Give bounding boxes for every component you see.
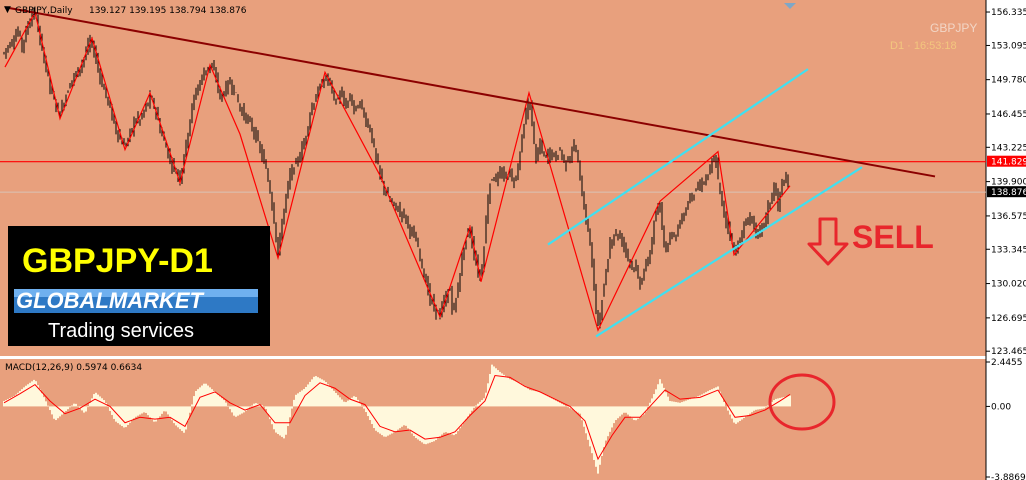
macd-chart-layer [3,364,791,474]
price-tick-label: 139.900 [991,178,1026,188]
logo-title: GBPJPY-D1 [22,242,213,280]
price-tick-label: 153.095 [991,41,1026,51]
price-tick-label: 143.225 [991,143,1026,153]
descending-trendline[interactable] [4,6,936,178]
separator [0,356,986,359]
macd-tick-label: 2.4455 [991,358,1023,368]
logo-brand: GLOBALMARKET [16,288,205,313]
watermark-symbol: GBPJPY [930,21,977,35]
ohlc-readout: 139.127 139.195 138.794 138.876 [89,6,247,16]
macd-label: MACD(12,26,9) 0.5974 0.6634 [5,363,142,373]
price-tick-label: 133.345 [991,245,1026,255]
price-tick-label: 130.020 [991,280,1026,290]
macd-tick-label: -3.8869 [991,473,1026,480]
channel-lower-line[interactable] [595,166,863,338]
channel-upper-line[interactable] [547,68,809,246]
main-chart-layer [0,6,986,338]
chart-shift-marker-icon[interactable] [784,3,796,9]
macd-signal-line [3,374,791,461]
sell-label: SELL [852,219,934,255]
timeframe-countdown: D1 · 16:53:18 [890,40,957,52]
resistance-price-label: 141.829 [991,158,1026,168]
sell-annotation: SELL [807,217,934,266]
resistance-price-box [987,155,1026,167]
macd-highlight-circle [768,373,836,431]
logo-block: GBPJPY-D1 GLOBALMARKET Trading services [8,226,270,346]
price-tick-label: 156.335 [991,8,1026,18]
zigzag-line [4,10,791,332]
price-tick-label: 146.455 [991,110,1026,120]
current-price-box [987,186,1026,198]
sell-arrow-icon [807,217,849,266]
price-tick-label: 136.575 [991,212,1026,222]
logo-background [8,226,270,346]
logo-tagline: Trading services [48,320,194,342]
price-axis-ticks: 156.335 153.095 149.780 146.455 143.225 139.9… [986,8,1026,480]
price-tick-label: 149.780 [991,76,1026,86]
price-tick-label: 126.695 [991,314,1026,324]
symbol-timeframe: GBPJPY,Daily [15,6,73,16]
price-axis-area [986,0,1026,480]
logo-brand-band-shine [14,289,258,297]
macd-tick-label: 0.00 [991,402,1011,412]
price-tick-label: 123.465 [991,347,1026,357]
chart-menu-icon[interactable]: ▼ [4,5,11,15]
current-price-label: 138.876 [991,188,1026,198]
